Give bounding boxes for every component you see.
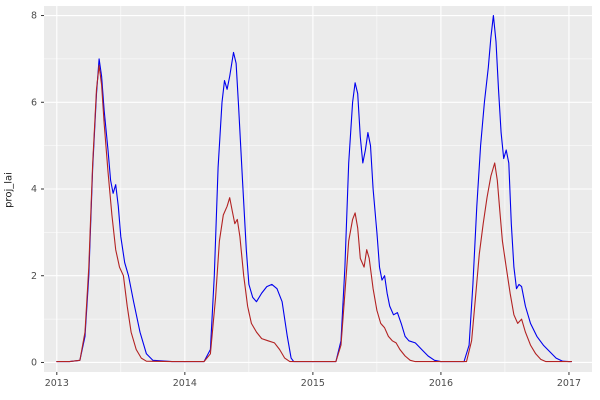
x-axis-tick-labels: 2013 2014 2015 2016 2017 (45, 378, 581, 389)
x-tick-label: 2017 (557, 378, 581, 389)
x-tick-label: 2013 (45, 378, 69, 389)
y-tick-label: 6 (31, 97, 37, 108)
axis-ticks (41, 15, 570, 375)
x-tick-label: 2016 (429, 378, 453, 389)
x-tick-label: 2015 (301, 378, 325, 389)
y-axis-tick-labels: 0 2 4 6 8 (31, 11, 37, 369)
y-tick-label: 0 (31, 358, 37, 369)
series-blue-line (56, 14, 573, 363)
x-tick-label: 2014 (173, 378, 197, 389)
series-red-line (56, 64, 573, 363)
y-tick-label: 2 (31, 271, 37, 282)
y-tick-label: 4 (31, 184, 37, 195)
y-tick-label: 8 (31, 11, 37, 22)
grid-major (44, 6, 592, 372)
